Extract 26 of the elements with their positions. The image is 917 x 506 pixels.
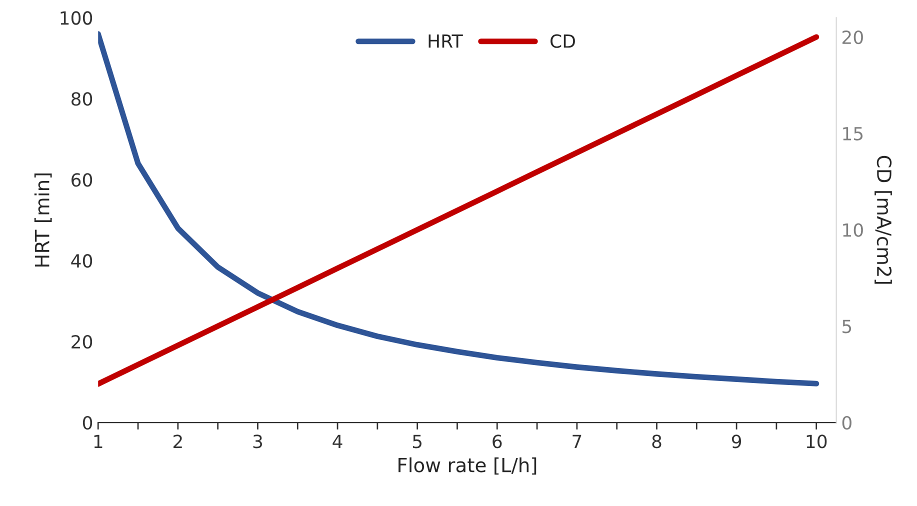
x-tick-label: 3 [253, 434, 262, 448]
y2-axis-title: CD [mA/cm2] [874, 156, 892, 284]
y2-tick-label: 5 [842, 320, 852, 334]
x-axis-title: Flow rate [L/h] [398, 457, 536, 475]
x-tick-label: 8 [652, 434, 662, 448]
x-tick-label: 4 [332, 434, 342, 448]
x-tick-label: 1 [94, 434, 102, 448]
x-tick-label: 7 [572, 434, 582, 448]
x-tick-label: 9 [732, 434, 742, 448]
y-tick-label: 80 [72, 92, 92, 106]
y-axis-title: HRT [min] [34, 173, 52, 267]
legend-label: CD [550, 34, 575, 48]
y-tick-label: 100 [60, 11, 92, 25]
x-tick-label: 2 [174, 434, 182, 448]
y-tick-label: 0 [82, 416, 92, 430]
y2-tick-label: 20 [842, 30, 863, 44]
y2-tick-label: 0 [842, 416, 852, 430]
y-tick-label: 20 [72, 335, 92, 349]
y2-tick-label: 15 [843, 127, 863, 140]
x-tick-label: 6 [492, 434, 502, 448]
x-tick-label: 5 [412, 434, 422, 448]
y2-tick-label: 10 [843, 223, 863, 237]
x-tick-label: 10 [806, 434, 827, 448]
y-tick-label: 60 [72, 173, 92, 187]
legend-label: HRT [428, 34, 463, 48]
y-tick-label: 40 [71, 254, 92, 268]
